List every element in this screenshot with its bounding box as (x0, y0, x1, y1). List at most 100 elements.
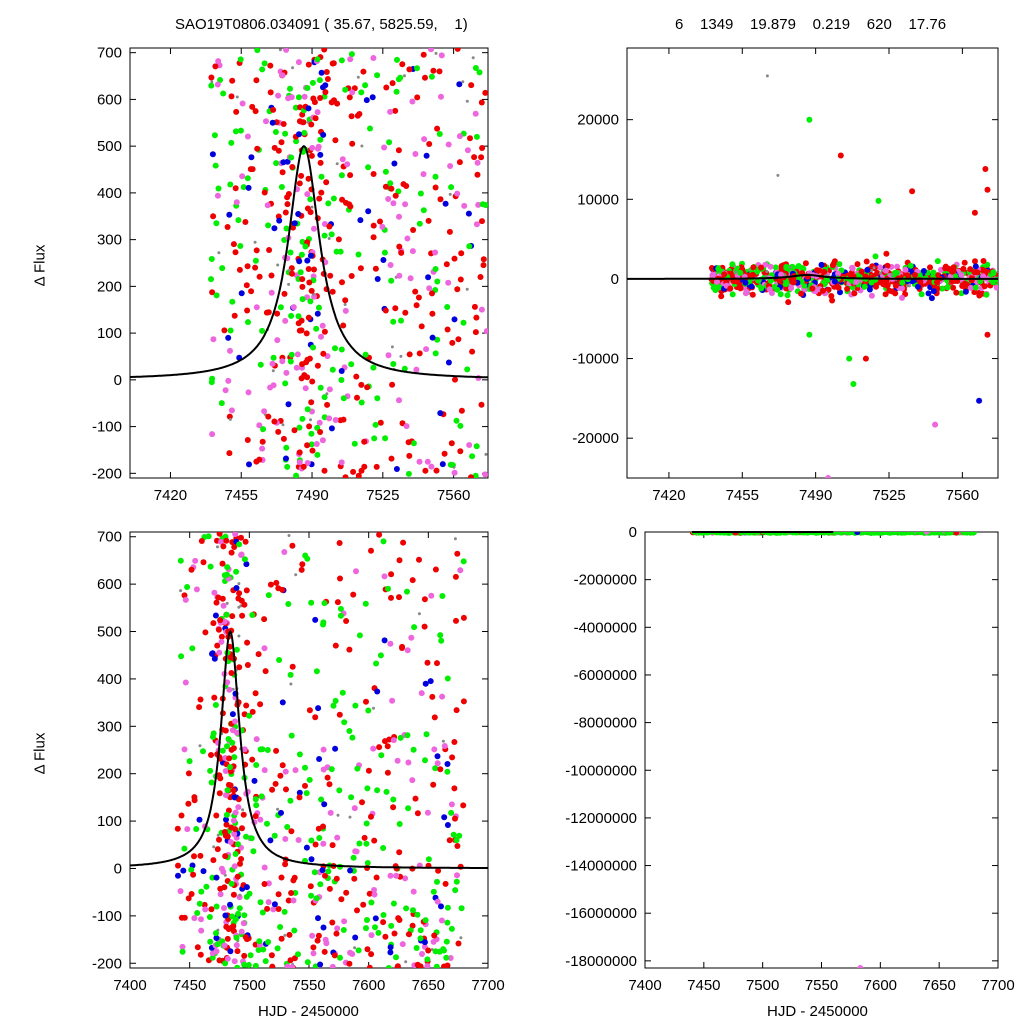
data-point (197, 852, 204, 859)
data-point (420, 171, 427, 178)
data-point (444, 822, 451, 828)
data-point (207, 938, 214, 945)
model-curve (627, 273, 998, 280)
data-point (318, 796, 325, 803)
data-point (342, 297, 349, 304)
data-point (423, 346, 430, 353)
data-point (456, 832, 463, 839)
data-point (223, 611, 230, 618)
data-point (234, 964, 241, 968)
data-point (193, 586, 200, 593)
data-point (252, 690, 259, 697)
data-point (322, 936, 329, 943)
data-point (300, 119, 307, 126)
data-point (371, 891, 378, 898)
data-point (248, 154, 255, 161)
data-point (253, 762, 260, 768)
data-point (241, 912, 248, 919)
data-point (261, 616, 268, 623)
data-point (374, 276, 381, 282)
data-point (343, 889, 350, 896)
data-point (245, 184, 252, 191)
data-point (866, 532, 873, 535)
data-point (396, 213, 402, 220)
data-point (332, 345, 338, 352)
data-point (215, 594, 222, 601)
data-point (209, 954, 216, 961)
data-point (321, 801, 328, 808)
data-point (854, 261, 861, 268)
data-point (174, 825, 181, 832)
data-point (356, 840, 363, 847)
data-point (287, 282, 291, 286)
data-point (216, 545, 219, 549)
data-point (429, 334, 436, 341)
data-point (413, 302, 420, 309)
data-point (304, 460, 311, 466)
data-point (223, 811, 230, 818)
data-point (280, 435, 287, 442)
data-point (241, 746, 248, 753)
data-point (299, 415, 306, 422)
data-point (209, 650, 215, 657)
data-point (920, 268, 927, 274)
data-point (274, 945, 281, 952)
data-point (714, 278, 720, 285)
x-tick-label: 7455 (726, 487, 759, 504)
data-point (430, 67, 437, 74)
data-point (248, 835, 255, 842)
data-point (406, 66, 413, 73)
data-point (715, 265, 722, 272)
data-point (452, 887, 459, 894)
data-point (252, 796, 259, 803)
outlier-point (971, 209, 978, 216)
x-tick-label: 7600 (864, 977, 897, 994)
data-point (308, 121, 315, 128)
data-point (372, 421, 379, 428)
data-point (363, 840, 370, 847)
data-point (798, 290, 805, 297)
data-point (228, 880, 235, 887)
data-point (177, 557, 184, 564)
data-point (310, 944, 317, 951)
data-point (394, 757, 401, 764)
data-point (444, 326, 451, 333)
data-point (301, 129, 308, 136)
y-tick-label: 200 (97, 766, 122, 783)
data-point (464, 366, 471, 373)
data-point (379, 223, 386, 230)
data-point (202, 906, 209, 913)
data-point (253, 736, 260, 743)
data-point (387, 262, 394, 268)
data-point (222, 960, 229, 967)
data-point (448, 925, 455, 932)
data-point (432, 184, 439, 191)
data-point (374, 688, 381, 695)
data-point (362, 600, 369, 607)
data-point (385, 585, 391, 592)
y-tick-label: 200 (97, 278, 122, 295)
data-point (430, 781, 437, 788)
data-point (380, 919, 387, 926)
data-point (381, 249, 388, 256)
data-point (296, 794, 303, 801)
data-point (374, 787, 381, 794)
data-point (304, 85, 311, 91)
y-tick-label: -200 (92, 465, 122, 482)
data-point (422, 917, 429, 924)
data-point (304, 257, 311, 264)
data-point (217, 891, 224, 898)
data-point (417, 963, 424, 968)
data-point (341, 719, 348, 726)
data-point (420, 51, 427, 58)
data-point (764, 274, 768, 278)
data-point (228, 407, 235, 414)
y-tick-label: 700 (97, 45, 122, 62)
y-tick-label: 600 (97, 576, 122, 593)
data-point (444, 768, 451, 775)
data-point (203, 883, 210, 890)
data-point (354, 394, 360, 401)
data-point (331, 952, 338, 959)
data-point (295, 320, 302, 327)
data-point (223, 571, 230, 578)
